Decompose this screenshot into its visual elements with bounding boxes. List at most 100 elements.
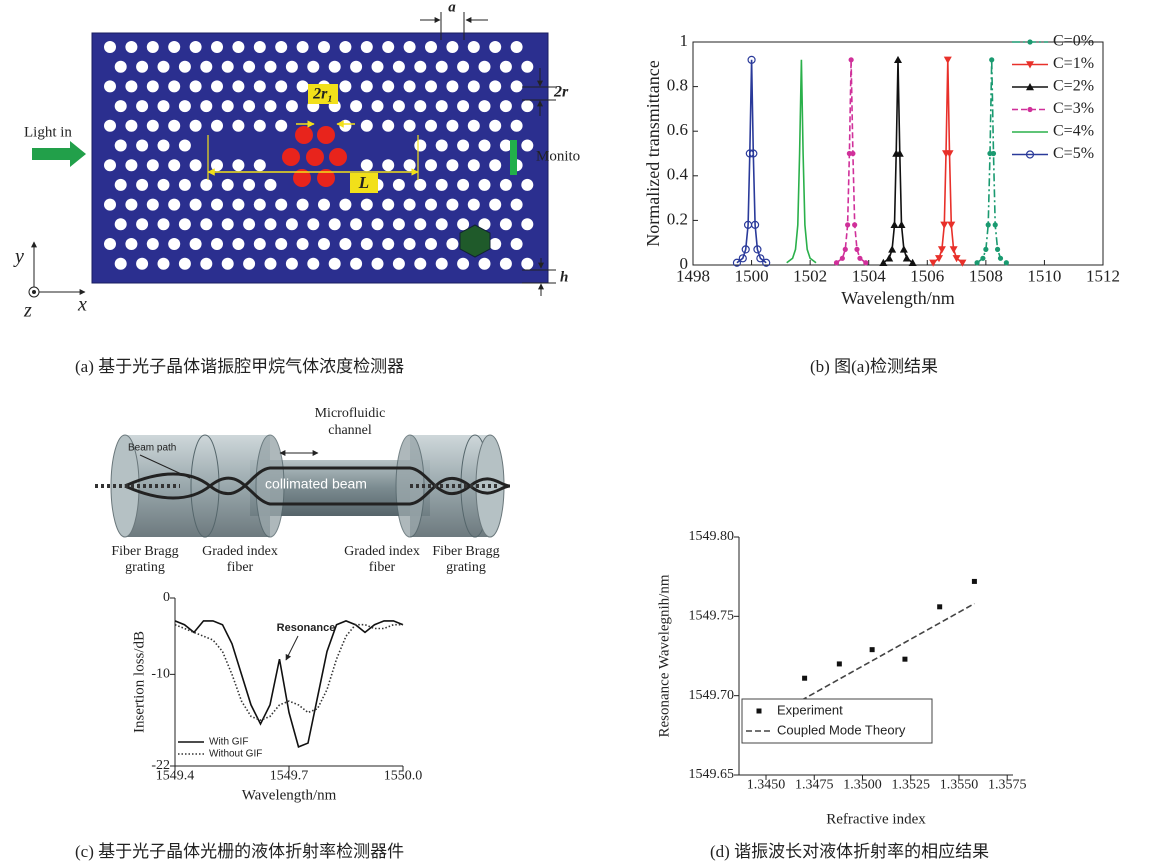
series-line (787, 60, 816, 263)
point (944, 57, 952, 64)
monitor-label: Monito (536, 148, 580, 164)
point (937, 604, 942, 609)
air-hole (275, 238, 287, 250)
air-hole (361, 80, 373, 92)
air-hole (179, 140, 191, 152)
photonic-crystal-diagram: 2r₁ L Light in Monito a 2r h y x z (13, 0, 580, 322)
air-hole (414, 258, 426, 270)
x-tick-label: 1.3500 (843, 778, 882, 793)
air-hole (372, 100, 384, 112)
air-hole (286, 218, 298, 230)
air-hole (457, 258, 469, 270)
point (849, 58, 853, 62)
point (940, 222, 948, 229)
point (975, 261, 979, 265)
air-hole (168, 238, 180, 250)
air-hole (125, 238, 137, 250)
point (885, 254, 893, 261)
point (853, 223, 857, 227)
air-hole (265, 61, 277, 73)
air-hole (479, 100, 491, 112)
point (999, 256, 1003, 260)
point (898, 221, 906, 228)
point (972, 579, 977, 584)
air-hole (179, 179, 191, 191)
air-hole (361, 120, 373, 132)
air-hole (393, 179, 405, 191)
air-hole (254, 199, 266, 211)
air-hole (468, 120, 480, 132)
air-hole (339, 238, 351, 250)
y-tick-label: 0.8 (667, 76, 688, 95)
series-line (175, 621, 403, 747)
air-hole (136, 140, 148, 152)
point (802, 676, 807, 681)
air-hole (115, 258, 127, 270)
air-hole (275, 120, 287, 132)
air-hole (136, 258, 148, 270)
air-hole (521, 100, 533, 112)
axis-z-label: z (23, 300, 32, 322)
point (984, 247, 988, 251)
point (837, 661, 842, 666)
point (950, 246, 958, 253)
air-hole (297, 41, 309, 53)
air-hole (125, 199, 137, 211)
series-line (933, 60, 962, 263)
air-hole (468, 80, 480, 92)
air-hole (211, 41, 223, 53)
air-hole (425, 41, 437, 53)
point (958, 260, 966, 267)
y-tick-label: 0.6 (667, 120, 688, 139)
air-hole (457, 100, 469, 112)
air-hole (158, 61, 170, 73)
air-hole (521, 218, 533, 230)
air-hole (404, 41, 416, 53)
air-hole (350, 258, 362, 270)
air-hole (350, 218, 362, 230)
axis-x-label: x (77, 294, 87, 316)
air-hole (414, 218, 426, 230)
air-hole (307, 218, 319, 230)
fbg-label: grating (446, 560, 486, 575)
air-hole (104, 80, 116, 92)
air-hole (339, 199, 351, 211)
series-line (883, 60, 912, 263)
point (894, 56, 902, 63)
air-hole (350, 100, 362, 112)
air-hole (446, 41, 458, 53)
air-hole (329, 258, 341, 270)
air-hole (339, 80, 351, 92)
air-hole (115, 179, 127, 191)
air-hole (436, 179, 448, 191)
x-tick-label: 1.3525 (891, 778, 930, 793)
radius-label: 2r₁ (312, 86, 333, 103)
sensor-diagram: Microfluidic channel Beam path collimate… (95, 406, 510, 575)
air-hole (511, 120, 523, 132)
air-hole (200, 61, 212, 73)
point (843, 247, 847, 251)
fbg-label: Fiber Bragg (432, 544, 499, 559)
point (947, 222, 955, 229)
air-hole (361, 199, 373, 211)
air-hole (232, 238, 244, 250)
figure: 2r₁ L Light in Monito a 2r h y x z (0, 0, 1171, 867)
air-hole (211, 80, 223, 92)
air-hole (158, 218, 170, 230)
air-hole (404, 120, 416, 132)
air-hole (468, 199, 480, 211)
channel-label: Microfluidic (315, 406, 386, 421)
air-hole (243, 100, 255, 112)
light-in-label: Light in (24, 124, 72, 140)
x-axis-label: Wavelength/nm (841, 288, 955, 308)
air-hole (457, 179, 469, 191)
point (858, 256, 862, 260)
gif-label: Graded index (202, 544, 278, 559)
gif-label: fiber (227, 560, 254, 575)
point (846, 223, 850, 227)
air-hole (372, 218, 384, 230)
lattice-label: a (448, 0, 456, 15)
air-hole (158, 258, 170, 270)
channel-label: channel (328, 423, 372, 438)
x-tick-label: 1550.0 (384, 769, 423, 784)
